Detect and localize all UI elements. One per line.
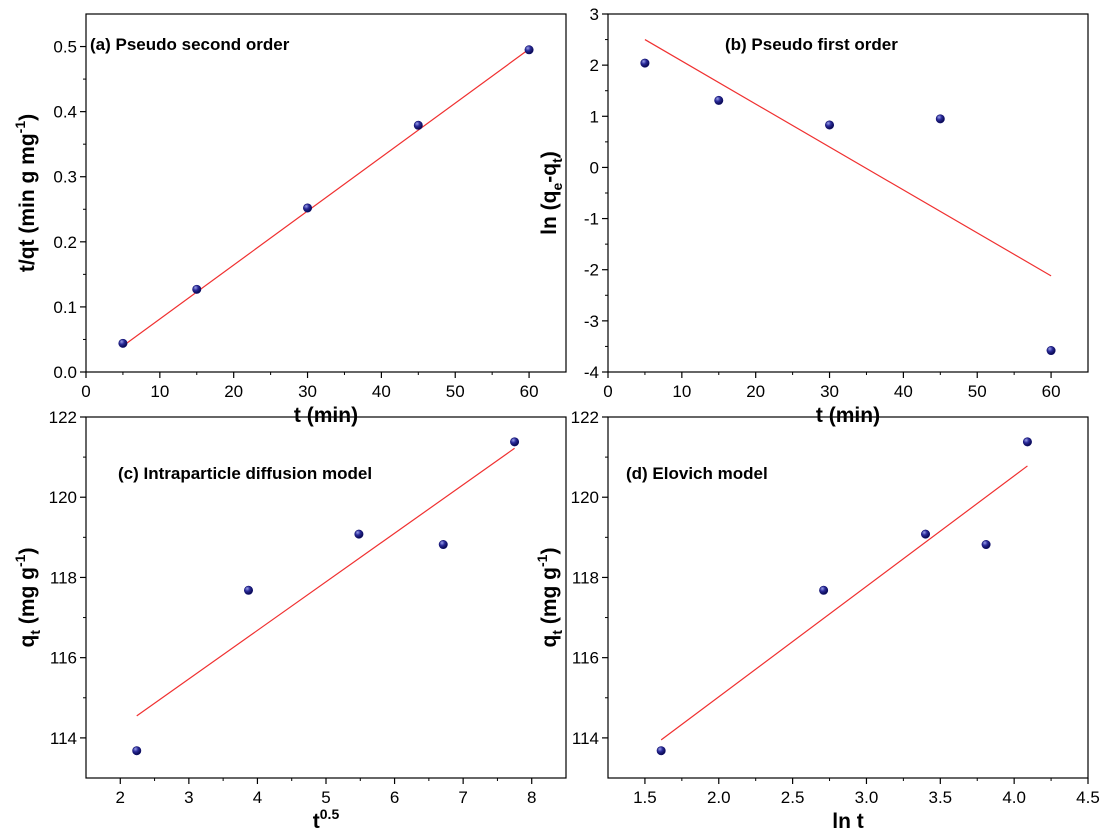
data-point — [438, 540, 448, 550]
data-point — [303, 203, 313, 213]
x-tick-label: 10 — [672, 382, 691, 401]
y-tick-label: 1 — [590, 107, 599, 126]
y-tick-label: 116 — [572, 649, 599, 668]
x-tick-label: 3.5 — [928, 788, 952, 807]
x-tick-label: 50 — [968, 382, 987, 401]
panel-title: (d) Elovich model — [626, 464, 768, 483]
x-tick-label: 10 — [150, 382, 169, 401]
y-tick-label: 3 — [590, 5, 599, 24]
x-tick-label: 0 — [81, 382, 90, 401]
chart-panel-2: 0 10 20 30 40 50 60 -4 -3 -2 -1 0 1 2 3 t (min) ln (qe-q… — [538, 5, 1089, 427]
x-tick-label: 4.0 — [1002, 788, 1026, 807]
data-point — [640, 58, 650, 68]
x-tick-label: 4 — [253, 788, 262, 807]
y-tick-label: 0.1 — [53, 298, 77, 317]
x-tick-label: 6 — [390, 788, 399, 807]
data-point — [656, 746, 666, 756]
data-point — [510, 437, 520, 447]
data-point — [981, 540, 991, 550]
fit-line — [122, 48, 530, 347]
x-tick-label: 20 — [746, 382, 765, 401]
y-tick-label: 0.3 — [53, 168, 77, 187]
x-axis-title: t (min) — [294, 404, 358, 427]
x-tick-label: 8 — [527, 788, 536, 807]
y-tick-label: 120 — [571, 488, 599, 507]
y-tick-label: 0.2 — [53, 233, 77, 252]
y-tick-label: 0.0 — [53, 363, 77, 382]
y-tick-label: 122 — [49, 408, 77, 427]
y-tick-label: 118 — [50, 568, 77, 587]
data-point — [1022, 437, 1032, 447]
plot-frame — [85, 13, 567, 373]
y-axis-title: qt (mg g-1) — [12, 548, 43, 648]
y-tick-label: 116 — [50, 649, 77, 668]
x-tick-label: 2.5 — [781, 788, 805, 807]
chart-panel-3: 2 3 4 5 6 7 8 114 116 118 120 122 t0.5 qt (mg g-1) (c)… — [12, 408, 567, 828]
x-tick-label: 50 — [446, 382, 465, 401]
data-point — [192, 284, 202, 294]
x-tick-label: 30 — [298, 382, 317, 401]
panel-title: (a) Pseudo second order — [90, 35, 290, 54]
plot-frame — [607, 416, 1089, 779]
y-tick-label: -2 — [584, 261, 599, 280]
y-tick-label: 118 — [572, 568, 599, 587]
plot-frame — [607, 13, 1089, 373]
data-point — [244, 585, 254, 595]
x-tick-label: 2.0 — [707, 788, 731, 807]
data-point — [1046, 346, 1056, 356]
y-tick-label: -3 — [584, 312, 599, 331]
x-tick-label: 4.5 — [1076, 788, 1100, 807]
x-tick-label: 60 — [1042, 382, 1061, 401]
data-point — [118, 338, 128, 348]
x-axis-title: t (min) — [816, 404, 880, 427]
y-tick-label: 114 — [50, 729, 77, 748]
y-tick-label: 122 — [571, 408, 599, 427]
data-point — [132, 746, 142, 756]
x-axis-title: ln t — [832, 810, 864, 828]
y-axis-title: qt (mg g-1) — [534, 548, 565, 648]
x-tick-label: 40 — [372, 382, 391, 401]
fit-line — [136, 447, 515, 717]
fit-line — [660, 465, 1028, 741]
fit-line — [644, 39, 1052, 277]
panel-title: (b) Pseudo first order — [725, 35, 898, 54]
chart-panel-1: 0 10 20 30 40 50 60 0.0 0.1 0.2 0.3 0.4 0.5 t (min) t/… — [12, 13, 567, 427]
panel-title: (c) Intraparticle diffusion model — [118, 464, 372, 483]
y-axis-title: ln (qe-qt) — [538, 151, 565, 235]
x-tick-label: 40 — [894, 382, 913, 401]
x-tick-label: 7 — [458, 788, 467, 807]
y-tick-label: 0 — [590, 158, 599, 177]
x-tick-label: 5 — [321, 788, 330, 807]
y-tick-label: 2 — [590, 56, 599, 75]
x-tick-label: 60 — [520, 382, 539, 401]
x-axis-title: t0.5 — [313, 806, 340, 828]
x-tick-label: 2 — [116, 788, 125, 807]
data-point — [825, 120, 835, 130]
x-tick-label: 3 — [184, 788, 193, 807]
y-tick-label: 114 — [572, 729, 599, 748]
x-tick-label: 0 — [603, 382, 612, 401]
y-axis-title: t/qt (min g mg-1) — [12, 114, 39, 272]
y-tick-label: -4 — [584, 363, 599, 382]
data-point — [935, 114, 945, 124]
y-tick-label: 0.5 — [53, 38, 77, 57]
data-point — [524, 45, 534, 55]
data-point — [354, 529, 364, 539]
data-point — [413, 120, 423, 130]
y-tick-label: -1 — [584, 210, 599, 229]
data-point — [819, 585, 829, 595]
x-tick-label: 1.5 — [633, 788, 657, 807]
data-point — [714, 95, 724, 105]
chart-panel-4: 1.5 2.0 2.5 3.0 3.5 4.0 4.5 114 116 118 120 122 ln t… — [534, 408, 1100, 828]
data-point — [921, 529, 931, 539]
y-tick-label: 0.4 — [53, 103, 77, 122]
x-tick-label: 30 — [820, 382, 839, 401]
x-tick-label: 20 — [224, 382, 243, 401]
y-tick-label: 120 — [49, 488, 77, 507]
x-tick-label: 3.0 — [855, 788, 879, 807]
